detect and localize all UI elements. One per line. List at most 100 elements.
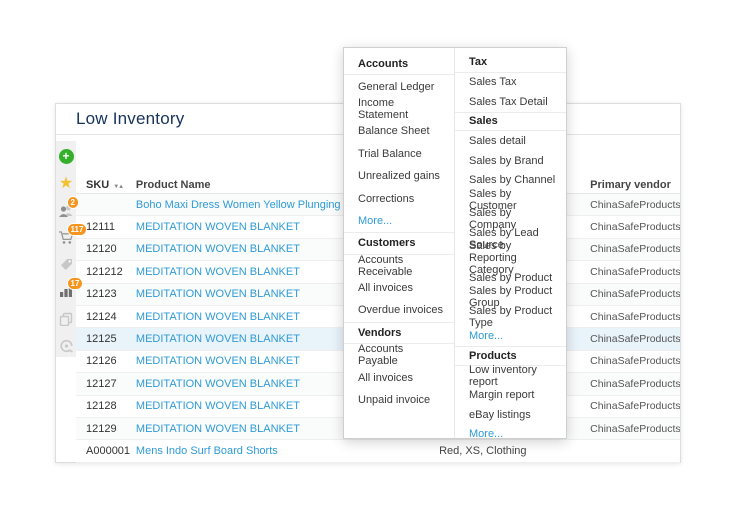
table-row[interactable]: A000001 Mens Indo Surf Board Shorts Red,…: [76, 440, 680, 463]
sku-cell: A000001: [86, 444, 131, 457]
menu-item[interactable]: Sales by Reporting Category: [469, 240, 517, 277]
vendor-cell: ChinaSafeProducts: [590, 198, 680, 211]
product-name-cell: Mens Indo Surf Board Shorts: [136, 445, 376, 457]
purchasing-badge: 117: [66, 223, 88, 236]
tags-button[interactable]: [58, 256, 75, 273]
menu-item[interactable]: Sales by Lead Source: [469, 226, 539, 251]
vendor-cell: ChinaSafeProducts: [590, 400, 680, 413]
vendor-cell: ChinaSafeProducts: [590, 221, 680, 234]
page-title: Low Inventory: [76, 109, 185, 128]
product-name-cell: MEDITATION WOVEN BLANKET: [136, 378, 376, 390]
sort-icon[interactable]: ▼▲: [113, 184, 124, 190]
product-name-link[interactable]: MEDITATION WOVEN BLANKET: [135, 400, 300, 413]
menu-item[interactable]: Accounts: [344, 53, 454, 76]
product-name-cell: MEDITATION WOVEN BLANKET: [136, 311, 376, 323]
product-name-link[interactable]: MEDITATION WOVEN BLANKET: [135, 422, 300, 435]
menu-item[interactable]: All invoices: [358, 282, 414, 295]
product-name-link[interactable]: MEDITATION WOVEN BLANKET: [135, 288, 300, 301]
product-name-link[interactable]: MEDITATION WOVEN BLANKET: [135, 310, 300, 323]
sku-cell: 12127: [86, 377, 117, 390]
product-name-cell: MEDITATION WOVEN BLANKET: [136, 288, 376, 300]
menu-item[interactable]: Low inventory report: [469, 363, 537, 388]
menu-item[interactable]: Sales by Product Group: [469, 285, 553, 310]
purchasing-button[interactable]: 117: [58, 223, 88, 246]
menu-item[interactable]: Sales: [455, 111, 566, 132]
column-header-sku[interactable]: SKU ▼▲: [86, 179, 124, 191]
product-name-cell: MEDITATION WOVEN BLANKET: [136, 333, 376, 345]
reports-dropdown-menu: Accounts General Ledger Income Statement…: [343, 47, 567, 440]
menu-item[interactable]: Margin report: [469, 389, 535, 402]
favorites-button[interactable]: ★: [58, 175, 75, 192]
vendor-cell: ChinaSafeProducts: [590, 333, 680, 346]
copy-icon: [59, 312, 73, 326]
support-button[interactable]: [58, 337, 75, 354]
menu-item[interactable]: General Ledger: [358, 80, 435, 93]
menu-item[interactable]: Sales by Company: [469, 207, 517, 232]
product-name-link[interactable]: MEDITATION WOVEN BLANKET: [135, 243, 300, 256]
product-name-cell: MEDITATION WOVEN BLANKET: [136, 423, 376, 435]
customers-badge: 2: [66, 196, 79, 209]
menu-item[interactable]: Vendors: [344, 321, 454, 345]
menu-item[interactable]: Income Statement: [358, 96, 409, 121]
product-name-cell: MEDITATION WOVEN BLANKET: [136, 221, 376, 233]
menu-item[interactable]: Unrealized gains: [358, 170, 440, 183]
menu-item[interactable]: Unpaid invoice: [358, 394, 431, 407]
menu-item[interactable]: Tax: [455, 53, 566, 73]
product-name-cell: MEDITATION WOVEN BLANKET: [136, 266, 376, 278]
menu-item[interactable]: Balance Sheet: [358, 125, 430, 138]
plus-icon: +: [58, 149, 74, 164]
sku-cell: 121212: [86, 265, 123, 278]
copy-button[interactable]: [58, 310, 75, 327]
sku-cell: 12126: [86, 355, 117, 368]
sidebar-icon-strip: + ★ 2 117: [56, 141, 88, 357]
product-name-cell: MEDITATION WOVEN BLANKET: [136, 400, 376, 412]
product-name-link[interactable]: MEDITATION WOVEN BLANKET: [135, 377, 300, 390]
product-name-link[interactable]: MEDITATION WOVEN BLANKET: [135, 355, 300, 368]
menu-item[interactable]: Sales by Customer: [469, 187, 517, 212]
column-header-product[interactable]: Product Name: [135, 179, 211, 191]
sku-cell: 12129: [86, 422, 117, 435]
customers-button[interactable]: 2: [58, 196, 79, 219]
support-swirl-icon: [59, 339, 73, 353]
menu-item[interactable]: Overdue invoices: [358, 304, 443, 317]
menu-item[interactable]: Customers: [344, 232, 454, 255]
menu-item[interactable]: Sales by Product Type: [469, 304, 553, 329]
menu-item[interactable]: Sales Tax Detail: [469, 95, 548, 108]
menu-item[interactable]: Products: [455, 346, 566, 366]
menu-column-right: Tax Sales Tax Sales Tax Detail Sales Sal…: [455, 48, 566, 440]
add-button[interactable]: +: [58, 148, 75, 165]
menu-item[interactable]: Sales Tax: [469, 76, 517, 89]
star-icon: ★: [58, 174, 74, 192]
menu-item[interactable]: Accounts Payable: [358, 343, 404, 368]
product-name-link[interactable]: Boho Maxi Dress Women Yellow Plunging Ne…: [135, 198, 376, 211]
vendor-cell: ChinaSafeProducts: [590, 310, 680, 323]
column-header-vendor[interactable]: Primary vendor: [590, 179, 671, 191]
bar-chart-icon: [60, 286, 72, 297]
menu-item[interactable]: Trial Balance: [358, 147, 422, 160]
product-name-link[interactable]: MEDITATION WOVEN BLANKET: [135, 333, 300, 346]
reports-button[interactable]: 17: [58, 277, 84, 300]
menu-item[interactable]: eBay listings: [469, 408, 531, 421]
menu-item[interactable]: More...: [358, 214, 393, 227]
reports-badge: 17: [66, 277, 84, 290]
menu-item[interactable]: Sales by Channel: [469, 174, 556, 187]
menu-item[interactable]: Sales by Product: [469, 271, 553, 284]
menu-item[interactable]: Accounts Receivable: [358, 253, 413, 278]
vendor-cell: ChinaSafeProducts: [590, 377, 680, 390]
vendor-cell: ChinaSafeProducts: [590, 422, 680, 435]
menu-column-left: Accounts General Ledger Income Statement…: [344, 48, 455, 438]
vendor-cell: ChinaSafeProducts: [590, 288, 680, 301]
product-name-cell: MEDITATION WOVEN BLANKET: [136, 355, 376, 367]
menu-item[interactable]: Corrections: [358, 192, 415, 205]
product-name-link[interactable]: Mens Indo Surf Board Shorts: [135, 444, 278, 457]
menu-item[interactable]: Sales detail: [469, 134, 526, 147]
sku-cell: 12111: [86, 221, 115, 234]
menu-item[interactable]: More...: [469, 428, 504, 441]
menu-item[interactable]: All invoices: [358, 371, 414, 384]
product-name-link[interactable]: MEDITATION WOVEN BLANKET: [135, 221, 300, 234]
product-name-link[interactable]: MEDITATION WOVEN BLANKET: [135, 265, 300, 278]
menu-item[interactable]: Sales by Brand: [469, 154, 544, 167]
vendor-cell: ChinaSafeProducts: [590, 355, 680, 368]
menu-item[interactable]: More...: [469, 330, 504, 343]
sku-cell: 12123: [86, 288, 117, 301]
